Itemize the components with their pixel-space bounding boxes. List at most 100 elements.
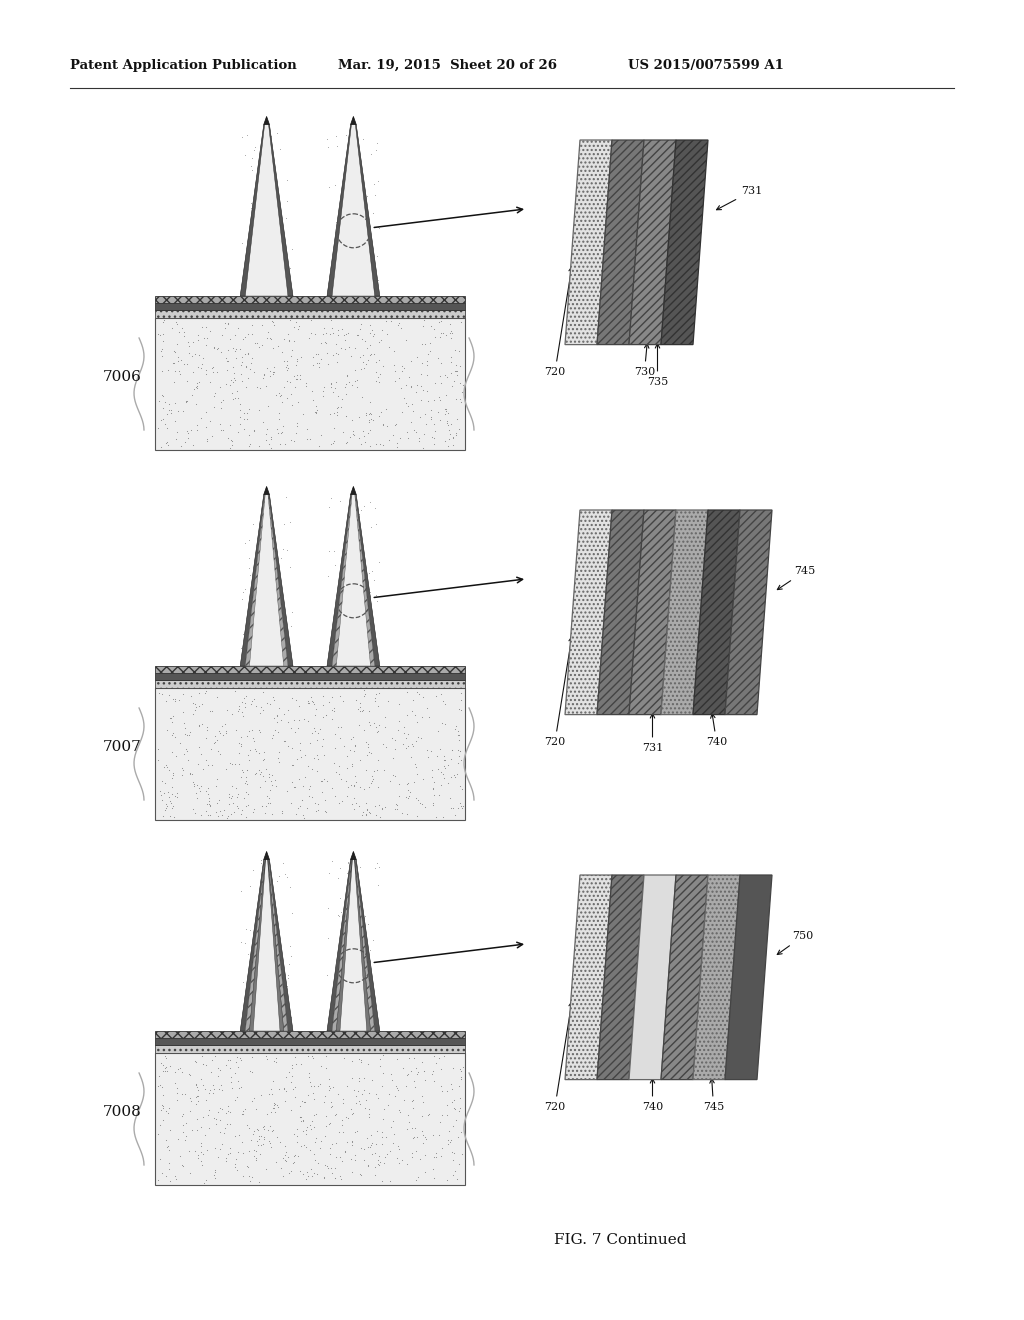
Point [417, 796, 433, 817]
Point [339, 512, 355, 533]
Point [300, 755, 316, 776]
Point [189, 1119, 206, 1140]
Point [343, 375, 359, 396]
Point [223, 803, 240, 824]
Point [169, 400, 185, 421]
Point [268, 628, 285, 649]
Point [300, 1084, 316, 1105]
Point [339, 219, 355, 240]
Point [170, 350, 186, 371]
Point [328, 1133, 344, 1154]
Point [372, 1056, 388, 1077]
Point [332, 857, 348, 878]
Point [349, 1080, 366, 1101]
Point [305, 717, 322, 738]
Point [321, 540, 337, 561]
Point [360, 231, 377, 252]
Point [400, 367, 417, 388]
Point [152, 1074, 168, 1096]
Point [221, 375, 238, 396]
Point [415, 1051, 431, 1072]
Point [269, 748, 286, 770]
Point [352, 1163, 369, 1184]
Point [349, 325, 366, 346]
Point [451, 739, 467, 760]
Polygon shape [327, 859, 380, 1031]
Point [400, 735, 417, 756]
Point [328, 762, 344, 783]
Point [377, 717, 393, 738]
Point [355, 700, 372, 721]
Polygon shape [662, 875, 708, 1080]
Point [445, 1098, 462, 1119]
Point [308, 352, 325, 374]
Point [187, 1052, 204, 1073]
Point [245, 859, 261, 880]
Point [268, 975, 285, 997]
Point [446, 1160, 463, 1181]
Point [380, 429, 396, 450]
Point [201, 1118, 217, 1139]
Point [164, 783, 180, 804]
Point [178, 1113, 195, 1134]
Point [333, 1168, 349, 1189]
Point [346, 424, 362, 445]
Point [361, 314, 378, 335]
Point [244, 945, 260, 966]
Point [202, 804, 218, 825]
Point [169, 1077, 185, 1098]
Point [279, 354, 295, 375]
Point [415, 1092, 431, 1113]
Point [349, 376, 366, 397]
Point [323, 310, 339, 331]
Point [346, 338, 362, 359]
Point [304, 1110, 321, 1131]
Point [285, 1065, 301, 1086]
Point [435, 750, 452, 771]
Point [253, 627, 269, 648]
Point [232, 355, 249, 376]
Point [251, 759, 267, 780]
Point [289, 368, 305, 389]
Point [349, 644, 366, 665]
Point [289, 413, 305, 434]
Point [227, 719, 244, 741]
Point [450, 1126, 466, 1147]
Point [291, 710, 307, 731]
Point [167, 690, 183, 711]
Point [249, 1118, 265, 1139]
Point [191, 780, 208, 801]
Point [268, 384, 285, 405]
Point [355, 128, 372, 149]
Point [342, 276, 358, 297]
Point [391, 1139, 408, 1160]
Point [367, 858, 383, 879]
Point [317, 1057, 334, 1078]
Point [229, 797, 246, 818]
Point [453, 312, 469, 333]
Point [239, 124, 255, 145]
Point [181, 1064, 198, 1085]
Point [455, 375, 471, 396]
Text: 745: 745 [702, 1078, 724, 1111]
Point [215, 420, 231, 441]
Point [209, 793, 225, 814]
Point [435, 690, 452, 711]
Point [217, 759, 233, 780]
Point [442, 767, 459, 788]
Point [345, 244, 361, 265]
Point [292, 1106, 308, 1127]
Point [226, 370, 243, 391]
Point [368, 651, 384, 672]
Point [330, 1084, 346, 1105]
Point [292, 796, 308, 817]
Point [419, 381, 435, 403]
Point [356, 432, 373, 453]
Point [264, 1121, 281, 1142]
Polygon shape [597, 140, 644, 345]
Point [264, 775, 281, 796]
Point [439, 1094, 456, 1115]
Point [280, 170, 296, 191]
Point [367, 1164, 383, 1185]
Point [271, 752, 288, 774]
